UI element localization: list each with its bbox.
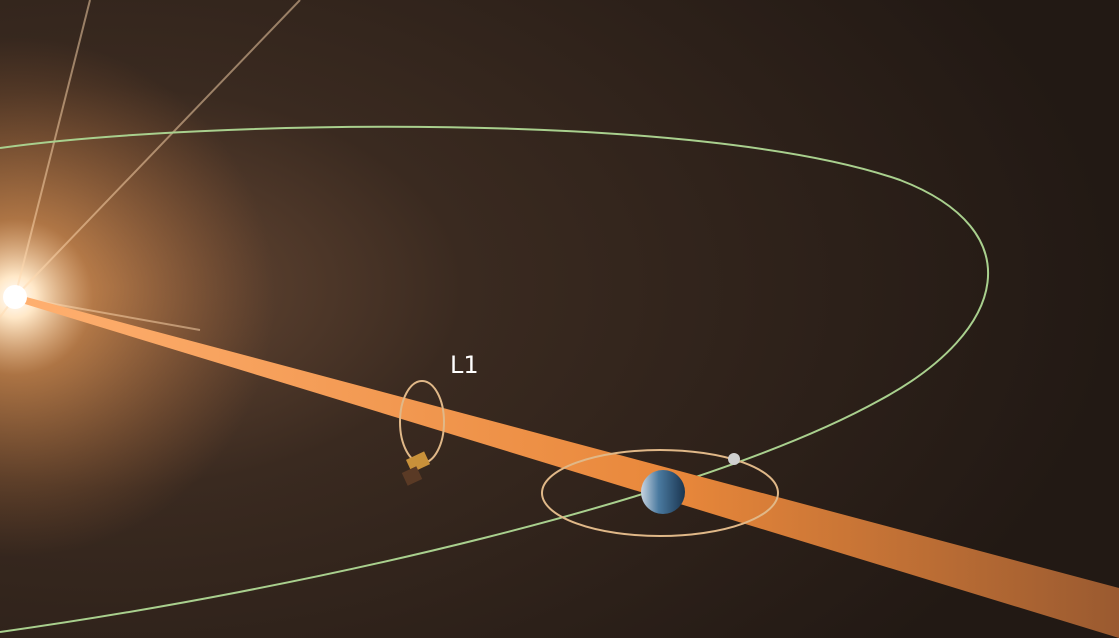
l1-label: L1: [450, 351, 479, 379]
earth-orbit: [0, 125, 990, 633]
earth: [641, 470, 685, 514]
sun: [3, 285, 27, 309]
moon: [728, 453, 740, 465]
satellite: [401, 451, 431, 486]
sun-glow: [0, 37, 275, 557]
moon-orbit: [541, 449, 779, 537]
